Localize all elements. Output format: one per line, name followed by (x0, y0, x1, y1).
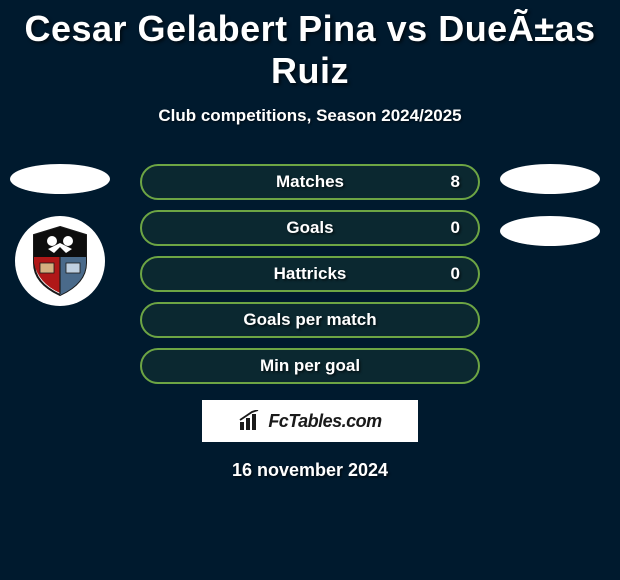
player2-oval-1 (500, 164, 600, 194)
left-player-column (10, 164, 110, 306)
player1-badge (15, 216, 105, 306)
comparison-content: Matches 8 Goals 0 Hattricks 0 Goals per … (0, 164, 620, 481)
player2-oval-2 (500, 216, 600, 246)
stat-label: Goals (286, 218, 333, 238)
fctables-label: FcTables.com (268, 411, 381, 432)
stat-label: Min per goal (260, 356, 360, 376)
stat-row-goals-per-match: Goals per match (140, 302, 480, 338)
stat-label: Hattricks (274, 264, 347, 284)
club-crest-icon (20, 221, 100, 301)
stat-row-matches: Matches 8 (140, 164, 480, 200)
stat-value: 8 (451, 172, 460, 192)
stat-row-hattricks: Hattricks 0 (140, 256, 480, 292)
stat-value: 0 (451, 264, 460, 284)
chart-bars-icon (238, 410, 264, 432)
date-label: 16 november 2024 (140, 460, 480, 481)
stat-label: Goals per match (243, 310, 376, 330)
right-player-column (500, 164, 600, 268)
stat-row-goals: Goals 0 (140, 210, 480, 246)
page-title: Cesar Gelabert Pina vs DueÃ±as Ruiz (0, 0, 620, 92)
stat-value: 0 (451, 218, 460, 238)
stat-label: Matches (276, 172, 344, 192)
fctables-watermark: FcTables.com (202, 400, 418, 442)
stats-column: Matches 8 Goals 0 Hattricks 0 Goals per … (140, 164, 480, 481)
player1-oval (10, 164, 110, 194)
stat-row-min-per-goal: Min per goal (140, 348, 480, 384)
subtitle: Club competitions, Season 2024/2025 (0, 106, 620, 126)
